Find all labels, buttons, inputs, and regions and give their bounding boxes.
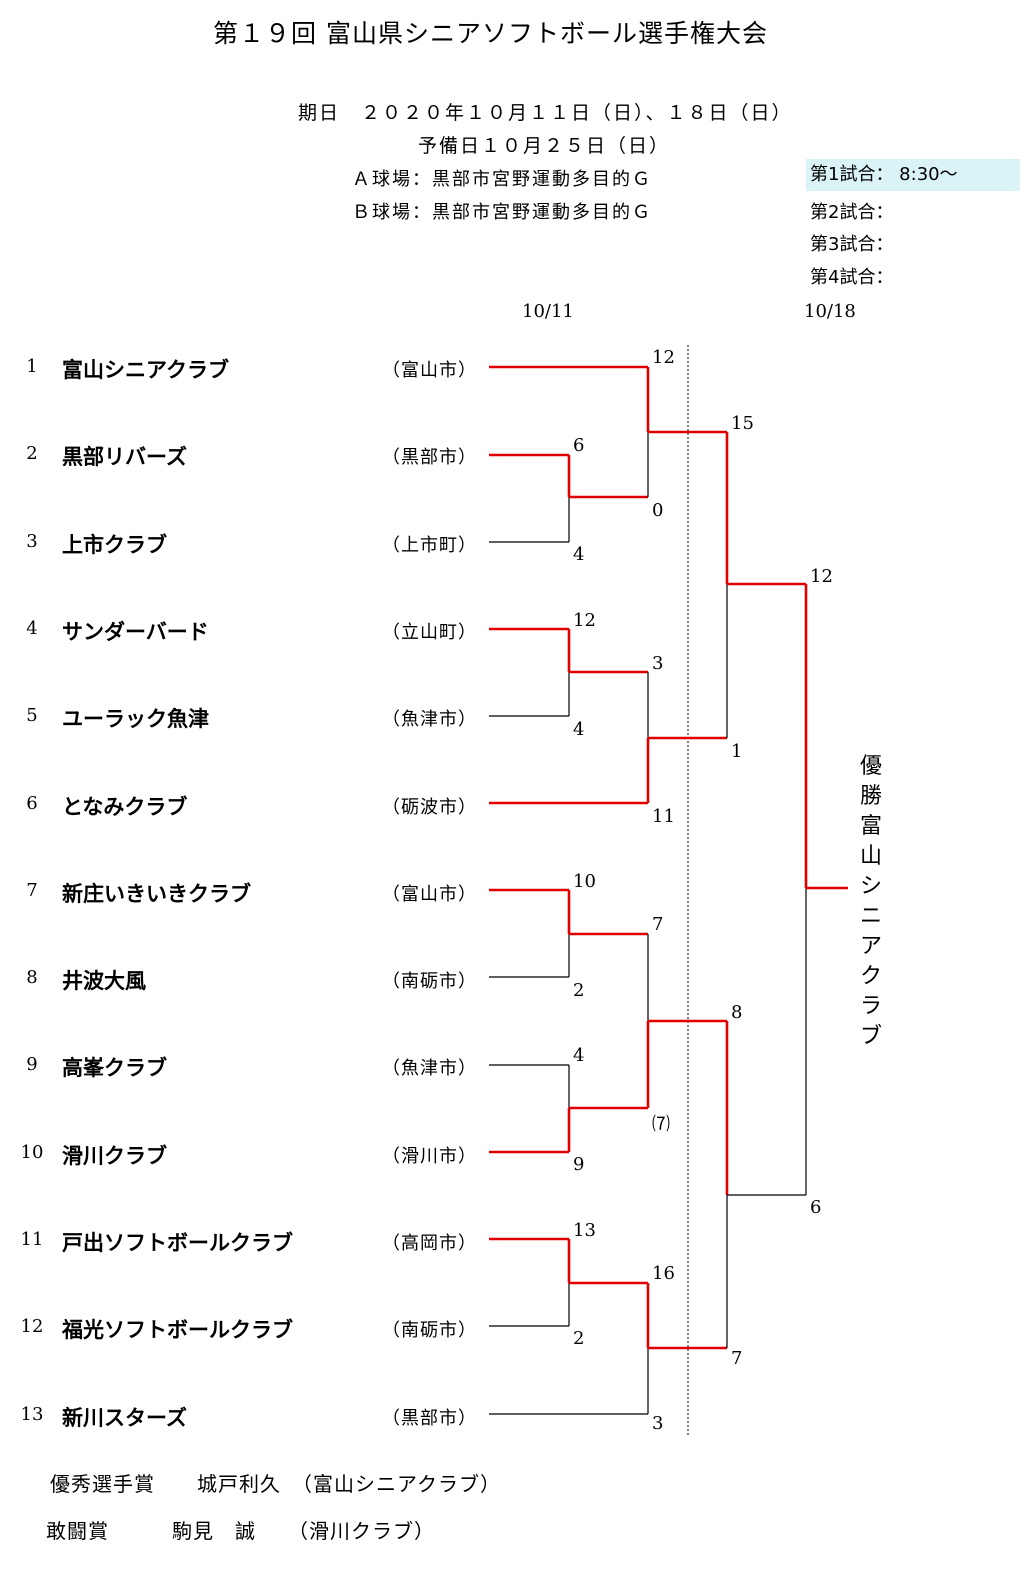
score-10: 9 [573,1154,585,1175]
score-r2-45: 3 [652,653,664,674]
score-r2-910: ⑺ [652,1114,670,1135]
team-city: （上市町） [382,534,477,556]
score-final-2: 6 [810,1197,822,1218]
score-r2-23: 0 [652,500,664,521]
team-name: 井波大風 [62,969,146,994]
score-r2-78: 7 [652,914,664,935]
team-name: ユーラック魚津 [62,707,209,732]
round-date-2: 10/18 [804,301,856,322]
team-seed: 4 [26,617,38,639]
score-7: 10 [573,871,596,892]
field-b: Ｂ球場：黒部市宮野運動多目的Ｇ [352,202,652,223]
team-city: （立山町） [382,621,477,643]
team-seed: 12 [20,1316,44,1338]
team-city: （黒部市） [382,447,477,469]
award-mvp: 優秀選手賞 城戸利久 （富山シニアクラブ） [50,1472,501,1496]
score-qf-top-1: 15 [731,413,754,434]
reserve-date: 予備日１０月２５日（日） [418,135,671,157]
score-3: 4 [573,544,585,565]
schedule-game-4: 第4試合： [810,267,894,288]
team-name: 黒部リバーズ [62,445,187,470]
team-city: （砺波市） [382,796,477,818]
team-name: 上市クラブ [62,532,167,557]
team-name: 戸出ソフトボールクラブ [62,1231,293,1255]
team-seed: 3 [26,530,38,552]
score-8: 2 [573,980,585,1001]
team-city: （南砺市） [382,1320,477,1342]
score-final-1: 12 [810,566,833,587]
team-name: 富山シニアクラブ [62,358,229,382]
score-5: 4 [573,719,585,740]
schedule-game-1: 第1試合： 8:30～ [806,159,1020,191]
team-name: 新川スターズ [62,1405,187,1430]
team-seed: 7 [26,879,38,901]
team-city: （黒部市） [382,1407,477,1429]
event-dates: 期日 ２０２０年１０月１１日（日）、１８日（日） [298,102,793,124]
team-seed: 1 [26,356,38,377]
team-seed: 13 [20,1403,44,1425]
team-name: 新庄いきいきクラブ [62,881,251,906]
team-seed: 11 [20,1229,44,1250]
score-11: 13 [573,1220,596,1241]
score-4: 12 [573,610,596,631]
score-qf-top-2: 1 [731,741,743,762]
team-city: （富山市） [382,883,477,905]
team-seed: 8 [26,967,38,989]
team-seed: 10 [20,1141,44,1163]
schedule-game-3: 第3試合： [810,234,894,255]
award-fighting-spirit: 敢闘賞 駒見 誠 （滑川クラブ） [46,1519,435,1543]
team-name: サンダーバード [62,619,209,644]
team-city: （滑川市） [382,1145,477,1167]
team-seed: 2 [26,443,38,465]
score-r2-1: 12 [652,347,675,368]
field-a: Ａ球場：黒部市宮野運動多目的Ｇ [352,169,652,190]
schedule-game-2: 第2試合： [810,202,894,223]
team-name: 福光ソフトボールクラブ [62,1318,293,1343]
score-qf-bottom-2: 7 [731,1348,743,1369]
team-seed: 6 [26,792,38,814]
team-city: （富山市） [382,360,477,381]
score-12: 2 [573,1328,585,1349]
champion-label: 優勝富山シニアクラブ [859,754,882,1049]
team-city: （魚津市） [382,1058,477,1080]
team-seed: 9 [26,1054,38,1076]
team-name: 高峯クラブ [62,1056,167,1081]
score-2: 6 [573,435,585,456]
team-seed: 5 [26,705,38,727]
score-qf-bottom-1: 8 [731,1002,743,1023]
team-name: となみクラブ [62,794,188,819]
score-r2-13: 3 [652,1413,664,1434]
team-city: （魚津市） [382,709,477,731]
round-date-1: 10/11 [522,301,574,322]
score-9: 4 [573,1045,585,1066]
team-city: （南砺市） [382,971,477,993]
team-city: （高岡市） [382,1233,477,1254]
score-r2-6: 11 [652,806,675,827]
page-title: 第１９回 富山県シニアソフトボール選手権大会 [213,19,768,48]
team-name: 滑川クラブ [62,1143,167,1168]
score-r2-1112: 16 [652,1263,675,1284]
